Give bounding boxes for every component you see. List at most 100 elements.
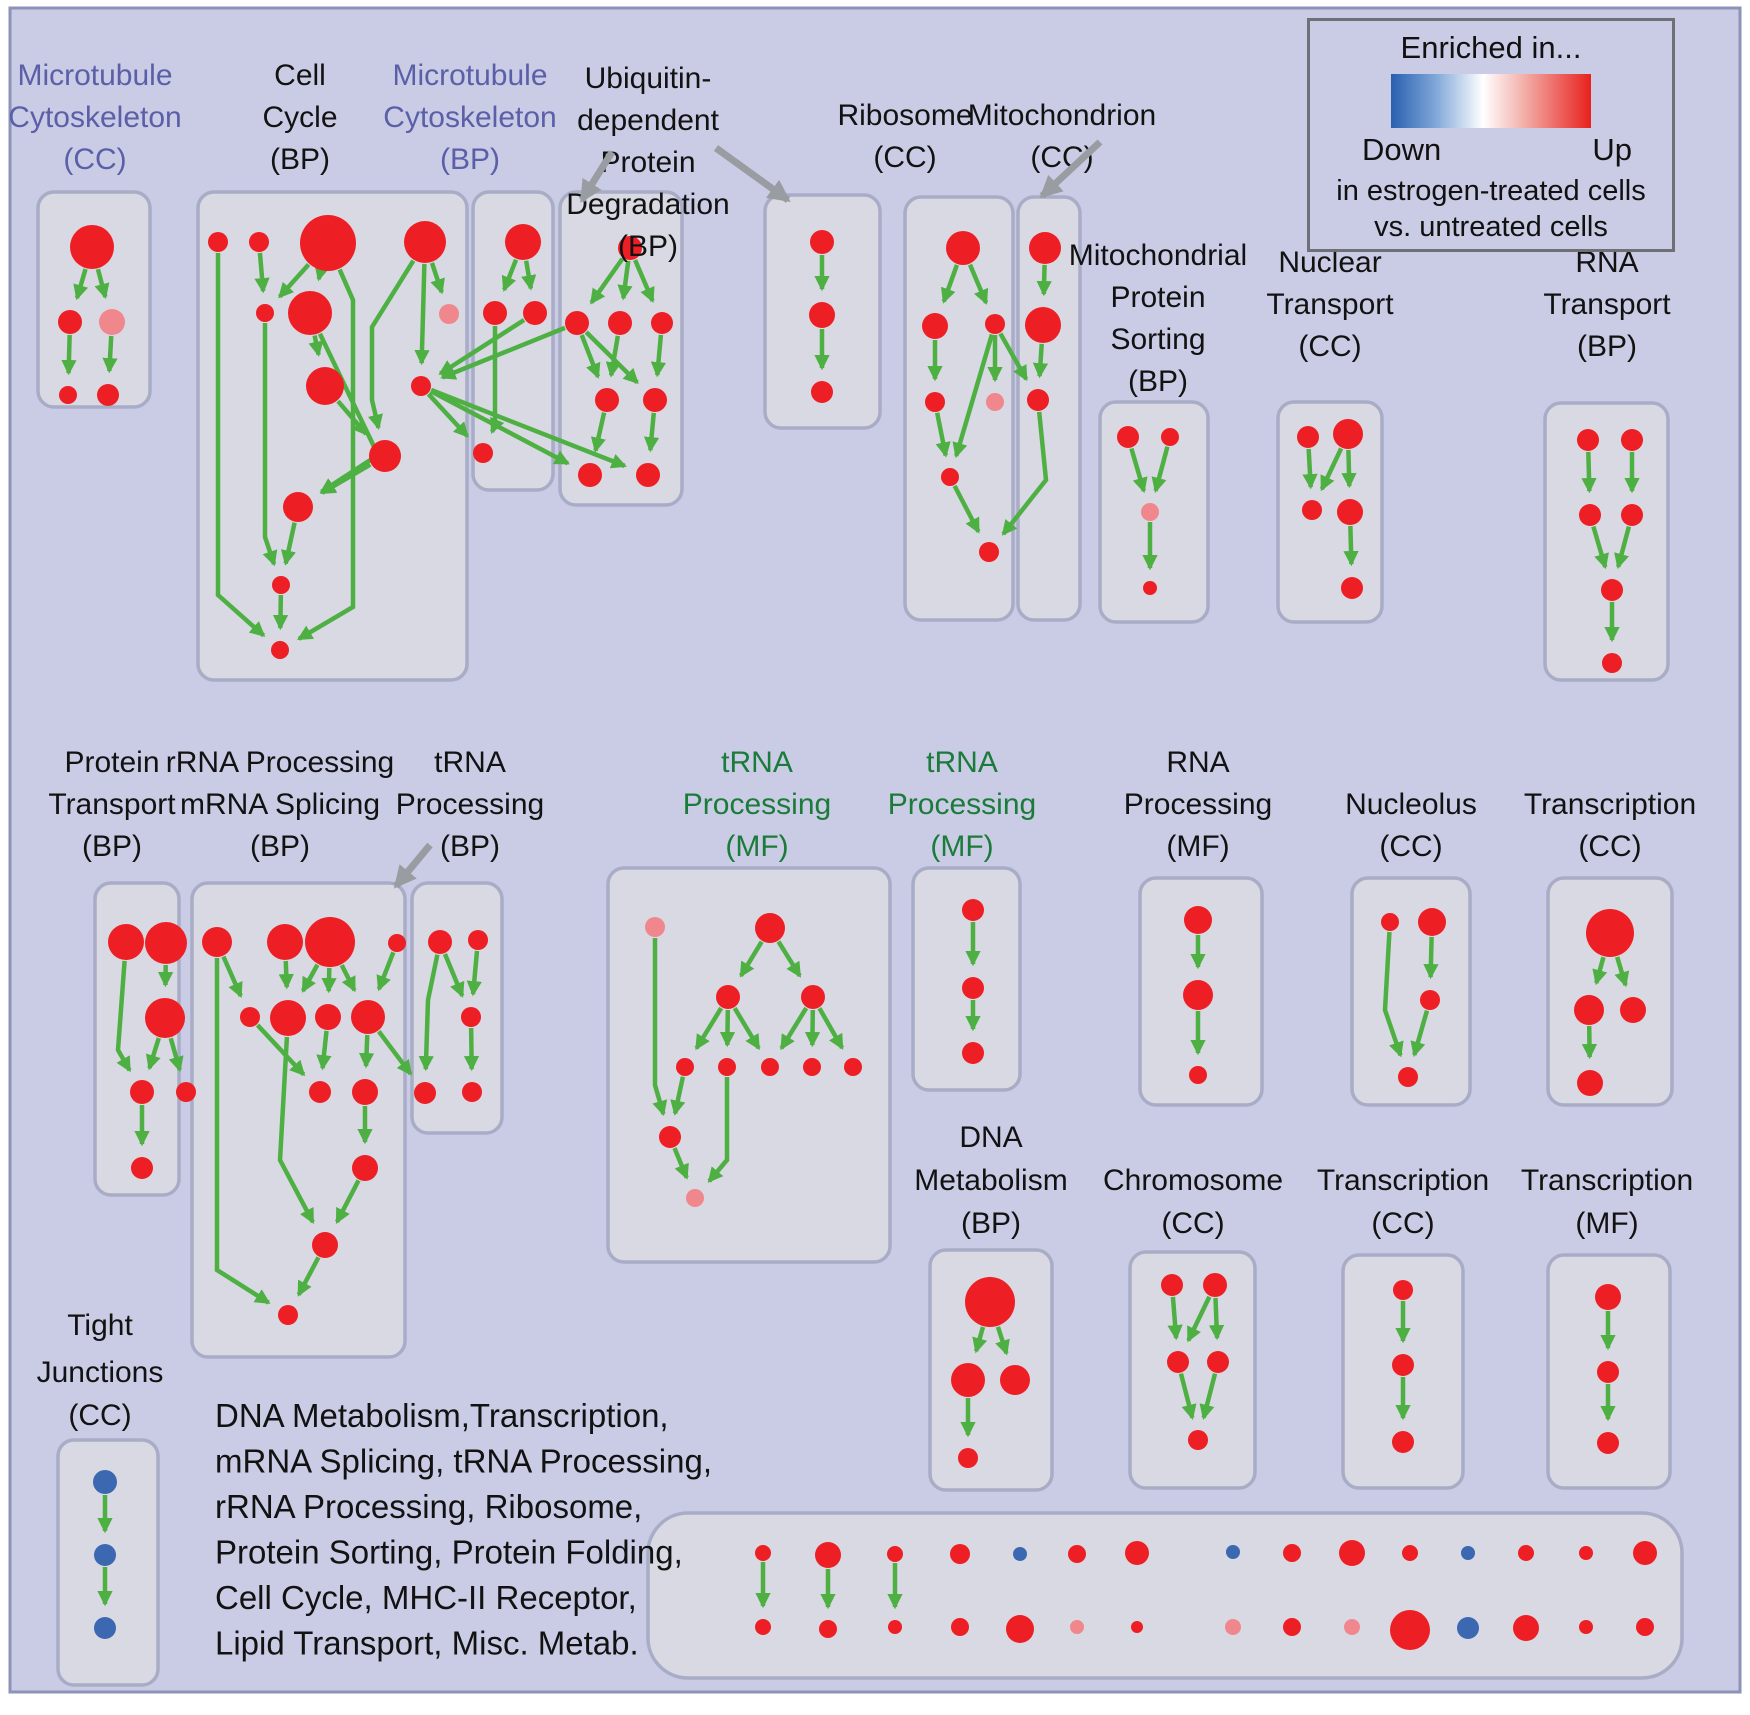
misc-pathways-text-line: DNA Metabolism,Transcription, (215, 1397, 669, 1434)
go-term-node (1341, 577, 1363, 599)
go-edge-prot_transport (115, 960, 132, 1073)
go-term-node (1574, 995, 1604, 1025)
go-term-node (462, 1082, 482, 1102)
go-edge-mt_cc (73, 268, 89, 301)
go-term-node (278, 1305, 298, 1325)
go-term-node (1402, 1545, 1418, 1561)
go-edge-trna_mf_a (804, 1009, 821, 1048)
go-edge-rrna (358, 1034, 375, 1069)
go-edge-ubiq (584, 330, 639, 385)
cluster-label-mt_bp: (BP) (440, 143, 500, 176)
misc-pathways-text-line: mRNA Splicing, tRNA Processing, (215, 1443, 712, 1480)
go-term-node (1398, 1067, 1418, 1087)
cluster-label-cell_cycle: (BP) (270, 143, 330, 176)
cluster-label-prot_transport: Transport (48, 788, 176, 821)
cluster-label-transcription_mf: (MF) (1575, 1207, 1638, 1240)
go-edge-nucleolus (1382, 931, 1404, 1058)
go-term-node (1597, 1361, 1619, 1383)
cluster-label-prot_transport: Protein (64, 746, 159, 779)
legend-down-label: Down (1362, 132, 1442, 167)
cluster-label-mito: Mitochondrion (968, 99, 1156, 132)
go-edge-chromosome (1178, 1373, 1197, 1420)
annotation-arrow (579, 150, 615, 203)
go-edge-mito (1036, 264, 1052, 297)
go-edge-ubiq (650, 334, 667, 378)
go-term-node (414, 1082, 436, 1104)
go-edge-mt_bp (501, 258, 519, 292)
go-edge-ubiq (590, 412, 607, 453)
go-term-node (306, 367, 344, 405)
go-edge-ribosome (934, 412, 951, 458)
cross-edge (440, 325, 566, 380)
go-term-node (1143, 581, 1157, 595)
go-term-node (1633, 1541, 1657, 1565)
cluster-label-mito_sort: Protein (1110, 281, 1205, 314)
cluster-label-rrna: mRNA Splicing (180, 788, 380, 821)
go-term-node (1393, 1280, 1413, 1300)
cluster-label-nuc_transport: Transport (1266, 288, 1394, 321)
go-term-node (315, 1004, 341, 1030)
cluster-label-mt_bp: Cytoskeleton (383, 101, 556, 134)
go-term-node (240, 1007, 260, 1027)
go-edge-ubiq (605, 335, 621, 378)
go-term-node (951, 1363, 985, 1397)
cluster-box-mt_cc (36, 190, 152, 409)
go-term-node (755, 913, 785, 943)
go-term-node (801, 985, 825, 1009)
go-term-node (267, 924, 303, 960)
go-edge-transcription_cc_mid (1592, 956, 1608, 986)
go-term-node (352, 1079, 378, 1105)
go-edge-rrna (296, 1256, 321, 1297)
go-term-node (809, 302, 835, 328)
go-term-node (352, 1155, 378, 1181)
go-term-node (99, 309, 125, 335)
go-term-node (1302, 500, 1322, 520)
go-edge-ribosome (967, 263, 989, 305)
go-edge-ribosome (952, 484, 981, 534)
go-term-node (473, 443, 493, 463)
cluster-label-rna_proc_mf: RNA (1166, 746, 1229, 779)
go-edge-trna_mf_a (694, 1006, 724, 1051)
go-edge-rrna (334, 1179, 361, 1224)
go-edge-rna_transport (1581, 451, 1597, 494)
go-term-node (1189, 1066, 1207, 1084)
cluster-label-trna_bp: (BP) (440, 830, 500, 863)
go-term-node (1390, 1610, 1430, 1650)
go-term-node (1461, 1546, 1475, 1560)
go-edge-nuc_transport (1319, 447, 1344, 492)
go-term-node (718, 1058, 736, 1076)
go-term-node (1013, 1547, 1027, 1561)
go-term-node (1344, 1619, 1360, 1635)
go-term-node (651, 312, 673, 334)
cluster-label-ubiq: dependent (577, 104, 719, 137)
go-term-node (618, 236, 642, 260)
cross-edge (376, 1030, 413, 1076)
go-term-node (70, 225, 114, 269)
cluster-label-ubiq: Protein (600, 146, 695, 179)
go-edge-trna_bp (466, 950, 482, 997)
go-term-node (1161, 1274, 1183, 1296)
edges-layer (61, 252, 1640, 1610)
go-edge-ubiq (617, 260, 633, 301)
go-term-node (979, 542, 999, 562)
annotation-arrow (393, 842, 433, 889)
cluster-label-ribosome: Ribosome (837, 99, 972, 132)
go-term-node (1029, 232, 1061, 264)
go-term-node (962, 899, 984, 921)
cluster-label-mito_sort: (BP) (1128, 365, 1188, 398)
go-term-node (1337, 499, 1363, 525)
cluster-label-rna_transport: Transport (1543, 288, 1671, 321)
go-term-node (1420, 990, 1440, 1010)
legend-title: Enriched in... (1400, 30, 1582, 65)
go-term-node (755, 1619, 771, 1635)
go-term-node (1283, 1618, 1301, 1636)
go-edge-cell_cycle (296, 268, 356, 641)
cluster-label-ubiq: Degradation (566, 188, 729, 221)
cluster-label-prot_transport: (BP) (82, 830, 142, 863)
misc-pathways-text-line: Cell Cycle, MHC-II Receptor, (215, 1579, 637, 1616)
go-term-node (1392, 1354, 1414, 1376)
annotation-arrow (713, 145, 791, 203)
go-term-node (1577, 429, 1599, 451)
